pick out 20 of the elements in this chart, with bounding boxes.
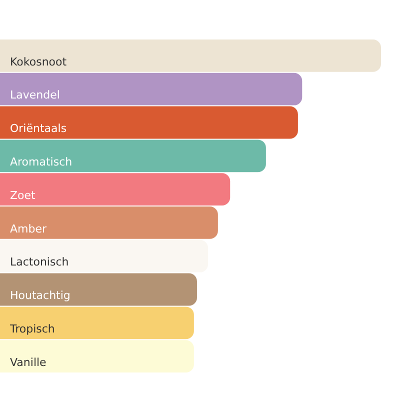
y-tick-label: Vanille <box>10 356 47 369</box>
y-tick-label: Houtachtig <box>10 289 70 302</box>
y-tick-label: Lactonisch <box>10 256 69 269</box>
bar <box>0 340 194 372</box>
bar <box>0 240 208 272</box>
y-tick-label: Zoet <box>10 188 36 202</box>
y-tick-label: Amber <box>10 222 47 236</box>
bar <box>0 173 230 206</box>
bar <box>0 273 197 306</box>
y-tick-label: Lavendel <box>10 88 60 102</box>
bar <box>0 206 218 239</box>
bar <box>0 72 302 106</box>
y-tick-label: Kokosnoot <box>10 55 68 68</box>
bar <box>0 306 194 340</box>
bar <box>0 40 381 72</box>
y-tick-label: Oriëntaals <box>10 122 67 136</box>
bar <box>0 140 266 172</box>
bar <box>0 106 298 139</box>
y-tick-label: Tropisch <box>9 322 55 336</box>
y-tick-label: Aromatisch <box>10 155 72 168</box>
